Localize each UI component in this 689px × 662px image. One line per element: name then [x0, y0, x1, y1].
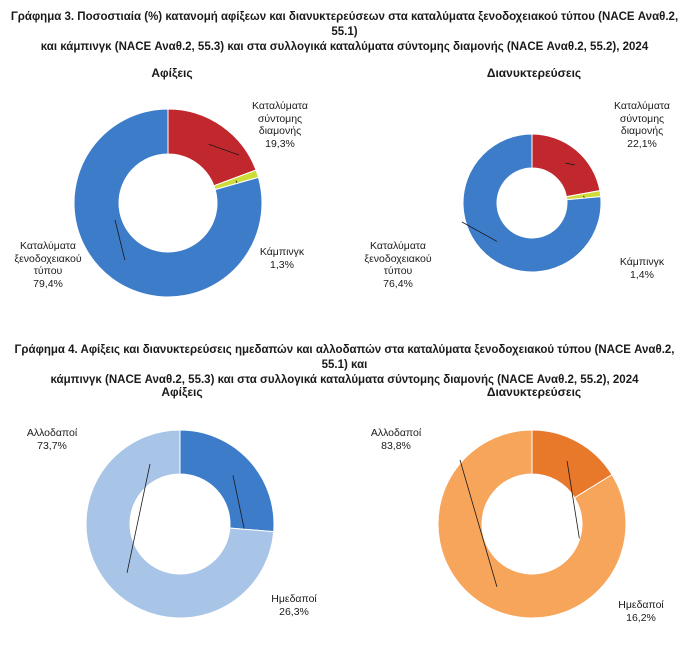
chart4-slice-label-1: Ημεδαποί 16,2%: [591, 599, 689, 624]
chart2-slice-3: [462, 133, 602, 273]
figure3-title-line2: και κάμπινγκ (NACE Αναθ.2, 55.3) και στα…: [40, 41, 649, 53]
chart1-slice-3: [73, 108, 263, 298]
chart4-slice-label-2-line-1: Αλλοδαποί: [370, 427, 422, 439]
chart1-slice-label-3: Καταλύματα ξενοδοχειακού τύπου 79,4%: [0, 240, 98, 290]
chart3-title: Αφίξεις: [161, 385, 203, 399]
chart1-slice-label-2: Κάμπινγκ 1,3%: [232, 246, 332, 271]
chart3-slice-label-1-line-2: 26,3%: [279, 605, 309, 618]
chart3-slice-1: [179, 429, 275, 533]
figure3-title-line1: Γράφημα 3. Ποσοστιαία (%) κατανομή αφίξε…: [10, 11, 679, 38]
chart1-slice-label-1-line-4: 19,3%: [265, 137, 295, 150]
chart1-leader-line-3: [114, 219, 126, 261]
chart2-slice-label-2-line-2: 1,4%: [630, 268, 654, 281]
chart3-slice-label-2: Αλλοδαποί 73,7%: [2, 427, 102, 452]
chart1-slice-label-3-line-1: Καταλύματα: [20, 240, 76, 252]
chart3-slice-label-1-line-1: Ημεδαποί: [271, 593, 317, 605]
chart1-slice-label-3-line-4: 79,4%: [33, 277, 63, 290]
chart3-leader-line-2: [126, 463, 151, 573]
chart2-leader-line-3: [461, 221, 498, 242]
chart2-slice-label-1-line-3: διαμονής: [620, 125, 664, 137]
chart1-slice-label-3-line-3: τύπου: [33, 265, 63, 277]
chart2-slice-label-2-line-1: Κάμπινγκ: [619, 256, 665, 268]
chart2-slice-label-3-line-1: Καταλύματα: [370, 240, 426, 252]
chart4-slice-2: [437, 429, 627, 619]
chart1-leader-line-1: [208, 143, 240, 156]
chart2-slice-1: [531, 133, 601, 198]
chart3-slice-label-2-line-2: 73,7%: [37, 439, 67, 452]
chart2-slice-label-2: Κάμπινγκ 1,4%: [592, 256, 689, 281]
chart2-slice-label-3-line-4: 76,4%: [383, 277, 413, 290]
chart4-slice-label-1-line-1: Ημεδαποί: [618, 599, 664, 611]
chart1-slice-label-1-line-2: σύντομης: [257, 112, 303, 125]
chart1-slice-label-1-line-1: Καταλύματα: [252, 100, 308, 112]
chart3-slice-2: [85, 429, 275, 619]
chart1-slice-label-1-line-3: διαμονής: [258, 125, 302, 137]
chart2-slice-label-3: Καταλύματα ξενοδοχειακού τύπου 76,4%: [348, 240, 448, 290]
chart3-slice-label-1: Ημεδαποί 26,3%: [244, 593, 344, 618]
chart2-slice-label-1-line-4: 22,1%: [627, 137, 657, 150]
chart1-slice-label-1: Καταλύματα σύντομης διαμονής 19,3%: [230, 100, 330, 150]
chart4-slice-label-1-line-2: 16,2%: [626, 611, 656, 624]
chart2-title: Διανυκτερεύσεις: [486, 66, 582, 80]
figure4-title: Γράφημα 4. Αφίξεις και διανυκτερεύσεις η…: [6, 343, 683, 388]
chart2-slice-label-1-line-2: σύντομης: [619, 112, 665, 125]
figure3-title: Γράφημα 3. Ποσοστιαία (%) κατανομή αφίξε…: [6, 10, 683, 55]
figure4-title-line1: Γράφημα 4. Αφίξεις και διανυκτερεύσεις η…: [14, 344, 675, 371]
chart4-leader-line-2: [459, 459, 498, 587]
chart4-title: Διανυκτερεύσεις: [486, 385, 582, 399]
figure4-title-line2: κάμπινγκ (NACE Αναθ.2, 55.3) και στα συλ…: [50, 374, 639, 386]
chart1-slice-label-2-line-1: Κάμπινγκ: [259, 246, 305, 258]
chart2-slice-label-1-line-1: Καταλύματα: [614, 100, 670, 112]
chart4-slice-label-2: Αλλοδαποί 83,8%: [346, 427, 446, 452]
chart2-leader-line-1: [565, 162, 576, 166]
chart2-slice-label-3-line-2: ξενοδοχειακού: [364, 252, 432, 265]
chart2-slice-label-3-line-3: τύπου: [383, 265, 413, 277]
chart1-slice-label-3-line-2: ξενοδοχειακού: [14, 252, 82, 265]
chart4-slice-label-2-line-2: 83,8%: [381, 439, 411, 452]
chart3-slice-label-2-line-1: Αλλοδαποί: [26, 427, 78, 439]
chart2-slice-label-1: Καταλύματα σύντομης διαμονής 22,1%: [592, 100, 689, 150]
chart1-slice-label-2-line-2: 1,3%: [270, 258, 294, 271]
chart1-title: Αφίξεις: [151, 66, 193, 80]
